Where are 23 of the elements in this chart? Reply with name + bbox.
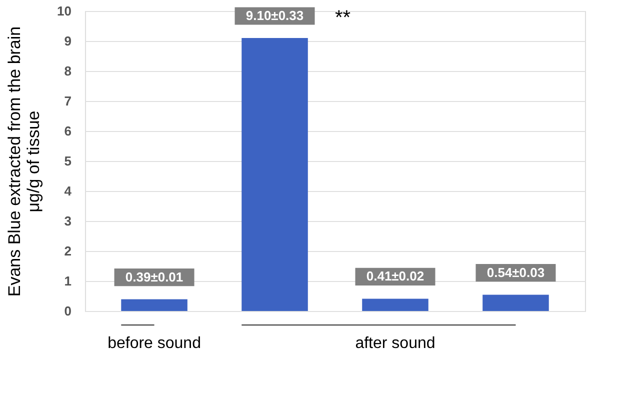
text: after sound xyxy=(355,335,436,352)
text: before sound xyxy=(108,335,201,352)
bar xyxy=(362,298,428,311)
y-axis-title: Evans Blue extracted from the brain μg/g of tissue xyxy=(5,26,44,297)
y-tick-label: 5 xyxy=(64,154,72,168)
y-tick-label: 7 xyxy=(64,94,72,108)
data-label: 0.39±0.01 xyxy=(125,269,184,284)
y-tick-label: 1 xyxy=(64,274,72,288)
y-tick-label: 9 xyxy=(64,34,72,48)
bar xyxy=(482,294,549,311)
y-tick-label: 8 xyxy=(64,64,72,78)
y-tick-label: 0 xyxy=(64,304,72,318)
y-tick-label: 3 xyxy=(64,214,72,228)
y-tick-label: 4 xyxy=(64,184,72,198)
data-label: 0.41±0.02 xyxy=(366,268,424,284)
bar xyxy=(242,38,308,311)
data-label: 9.10±0.33 xyxy=(246,8,304,23)
y-tick-label: 2 xyxy=(64,244,72,258)
y-tick-label: 6 xyxy=(64,124,72,138)
data-label: 0.54±0.03 xyxy=(486,264,545,280)
bar xyxy=(121,299,188,311)
annotation: ** xyxy=(334,7,351,29)
y-tick-label: 10 xyxy=(57,4,72,18)
